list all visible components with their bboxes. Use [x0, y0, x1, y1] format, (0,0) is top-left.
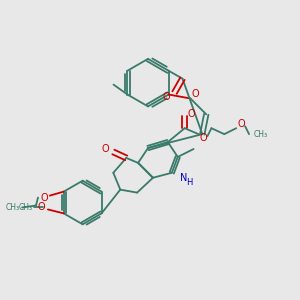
Text: CH₃: CH₃: [19, 203, 33, 212]
Text: O: O: [237, 119, 245, 129]
Text: O: O: [102, 144, 109, 154]
Text: O: O: [40, 193, 48, 202]
Text: CH₃: CH₃: [254, 130, 268, 139]
Text: O: O: [188, 109, 195, 119]
Text: O: O: [200, 133, 207, 143]
Text: O: O: [37, 202, 45, 212]
Text: CH₃: CH₃: [5, 203, 19, 212]
Text: O: O: [191, 88, 199, 98]
Text: H: H: [186, 178, 192, 187]
Text: O: O: [163, 92, 170, 101]
Text: N: N: [180, 173, 187, 183]
